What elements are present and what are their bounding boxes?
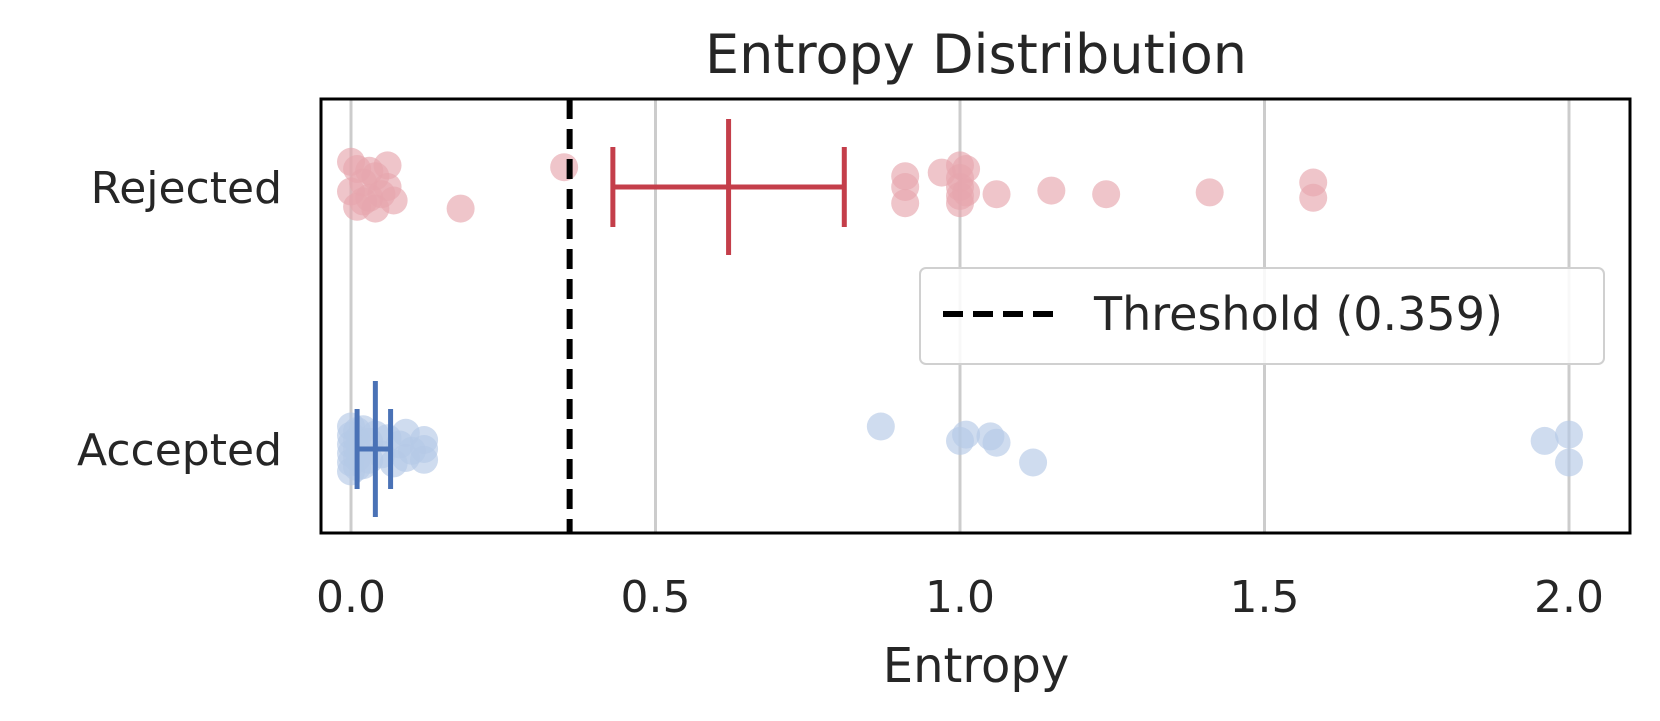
x-tick-label: 1.0 [925, 572, 995, 623]
legend: Threshold (0.359) [919, 267, 1605, 365]
x-tick-label: 2.0 [1534, 572, 1604, 623]
x-axis-label: Entropy [883, 638, 1070, 694]
data-point [952, 420, 981, 449]
data-point [1195, 178, 1224, 207]
y-tick-label: Rejected [91, 163, 282, 214]
data-point [1555, 420, 1583, 449]
data-point [410, 435, 439, 463]
chart-title: Entropy Distribution [705, 23, 1247, 86]
data-point [355, 156, 384, 185]
data-point [1555, 448, 1583, 477]
data-point [952, 178, 981, 207]
x-tick-label: 0.0 [316, 572, 386, 623]
x-tick-label: 0.5 [621, 572, 691, 623]
data-point [550, 153, 579, 182]
data-point [952, 155, 981, 183]
data-point [891, 173, 920, 201]
x-tick-label: 1.5 [1230, 572, 1300, 623]
data-point [1530, 426, 1559, 455]
data-point [982, 428, 1011, 457]
data-point [1019, 448, 1048, 477]
error-bars [354, 119, 847, 517]
data-point [1299, 183, 1328, 212]
data-point [379, 186, 408, 215]
y-tick-label: Accepted [77, 425, 282, 476]
data-point [1037, 176, 1066, 205]
data-point [866, 412, 895, 441]
data-points [337, 147, 1583, 486]
x-tick-labels: 0.0 0.5 1.0 1.5 2.0 [316, 572, 1604, 623]
plot-frame [319, 97, 1632, 535]
legend-box [919, 267, 1605, 365]
y-tick-labels: Rejected Accepted [77, 163, 282, 476]
data-point [446, 194, 475, 223]
legend-threshold-label: Threshold (0.359) [1093, 287, 1503, 341]
data-point [1092, 180, 1121, 209]
data-point [982, 180, 1011, 209]
